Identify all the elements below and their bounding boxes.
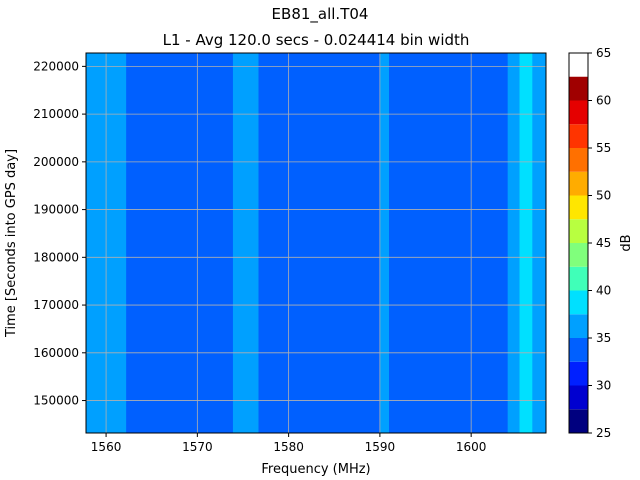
y-tick-label: 190000 bbox=[33, 203, 79, 217]
y-tick-label: 180000 bbox=[33, 250, 79, 264]
plot-frame bbox=[85, 52, 547, 434]
x-tick-label: 1580 bbox=[273, 440, 304, 454]
x-tick-label: 1560 bbox=[91, 440, 122, 454]
colorbar-segment bbox=[569, 219, 588, 243]
y-tick-label: 210000 bbox=[33, 107, 79, 121]
colorbar-tick-label: 30 bbox=[596, 379, 611, 393]
chart-title: EB81_all.T04 bbox=[272, 5, 369, 24]
colorbar-tick-label: 60 bbox=[596, 94, 611, 108]
colorbar-segment bbox=[569, 338, 588, 362]
colorbar-segment bbox=[569, 385, 588, 410]
colorbar-segment bbox=[569, 100, 588, 125]
y-tick-label: 160000 bbox=[33, 346, 79, 360]
x-tick-label: 1600 bbox=[456, 440, 487, 454]
colorbar-segment bbox=[569, 290, 588, 315]
colorbar-tick-label: 45 bbox=[596, 236, 611, 250]
heatmap-band bbox=[379, 53, 390, 433]
y-axis-label: Time [Seconds into GPS day] bbox=[4, 149, 19, 338]
chart-subtitle: L1 - Avg 120.0 secs - 0.024414 bin width bbox=[163, 31, 470, 49]
colorbar: 25 30 35 40 45 50 55 60 65 bbox=[568, 46, 611, 440]
colorbar-segment bbox=[569, 124, 588, 148]
heatmap-band bbox=[519, 53, 533, 433]
colorbar-segment bbox=[569, 171, 588, 196]
colorbar-segment bbox=[569, 314, 588, 338]
colorbar-tick-label: 25 bbox=[596, 426, 611, 440]
colorbar-segment bbox=[569, 148, 588, 172]
y-tick-label: 170000 bbox=[33, 298, 79, 312]
colorbar-tick-label: 55 bbox=[596, 141, 611, 155]
colorbar-tick-label: 40 bbox=[596, 284, 611, 298]
y-tick-label: 220000 bbox=[33, 59, 79, 73]
colorbar-tick-label: 50 bbox=[596, 189, 611, 203]
colorbar-tick-label: 35 bbox=[596, 331, 611, 345]
x-axis-label: Frequency (MHz) bbox=[261, 462, 370, 477]
colorbar-segment bbox=[569, 409, 588, 433]
colorbar-segment bbox=[569, 76, 588, 101]
heatmap-background bbox=[86, 53, 546, 433]
x-tick-label: 1570 bbox=[182, 440, 213, 454]
heatmap-band bbox=[232, 53, 259, 433]
x-tick-label: 1590 bbox=[365, 440, 396, 454]
y-tick-label: 150000 bbox=[33, 394, 79, 408]
colorbar-segment bbox=[569, 243, 588, 267]
colorbar-segment bbox=[569, 361, 588, 386]
colorbar-tick-label: 65 bbox=[596, 46, 611, 60]
colorbar-label: dB bbox=[619, 234, 634, 251]
y-tick-label: 200000 bbox=[33, 155, 79, 169]
heatmap-plot-area bbox=[85, 52, 547, 434]
colorbar-segment bbox=[569, 266, 588, 291]
colorbar-segment bbox=[569, 195, 588, 220]
